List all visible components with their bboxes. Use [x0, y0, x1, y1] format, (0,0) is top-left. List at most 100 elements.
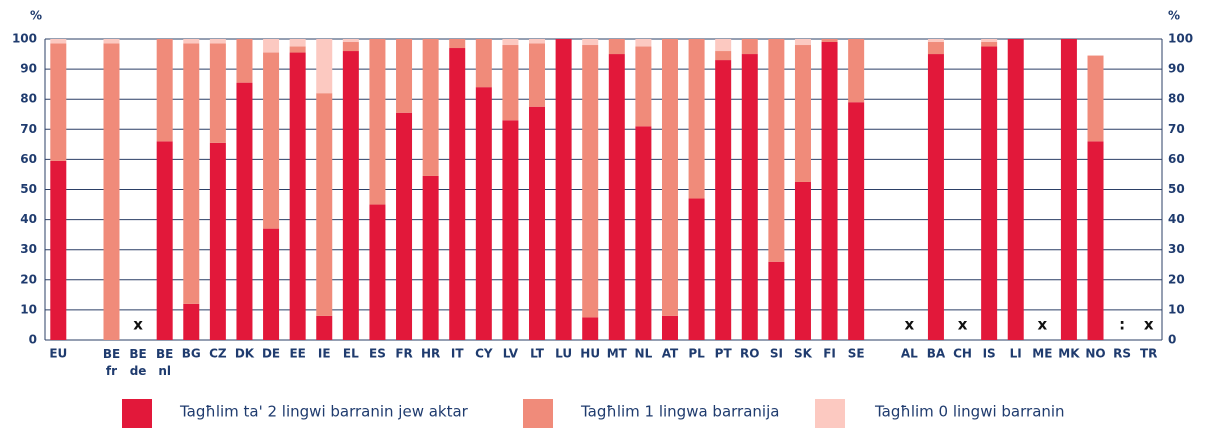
x-tick-label: CZ [209, 347, 227, 361]
x-tick-label: BE fr [103, 347, 120, 378]
bar-segment [927, 39, 944, 43]
bar-segment [369, 39, 386, 205]
y2-axis-label: % [1168, 9, 1180, 23]
y-tick-label: 60 [20, 152, 37, 166]
y2-tick-label: 40 [1168, 212, 1185, 226]
bar-segment [263, 228, 280, 340]
bar-segment [715, 39, 732, 52]
bar-segment [236, 82, 253, 341]
bar-segment [848, 102, 865, 341]
x-tick-label: PL [688, 347, 705, 361]
x-tick-label: MK [1058, 347, 1080, 361]
bar-segment [794, 181, 811, 340]
x-tick-label: RS [1113, 347, 1131, 361]
x-tick-label: MT [607, 347, 628, 361]
x-tick-label: SK [794, 347, 813, 361]
x-tick-label: TR [1140, 347, 1157, 361]
bar-segment [608, 39, 625, 55]
bar-segment [289, 52, 306, 341]
bar-segment [821, 39, 838, 43]
x-tick-label: BE de [129, 347, 146, 378]
bar-segment [316, 93, 333, 316]
x-tick-label: AT [662, 347, 679, 361]
bar-segment [342, 39, 359, 43]
bar-segment [316, 315, 333, 340]
y-tick-label: 40 [20, 212, 37, 226]
bar-segment [1060, 39, 1077, 340]
bar-segment [422, 175, 439, 340]
x-tick-label: ES [369, 347, 386, 361]
bar-segment [981, 46, 998, 341]
x-tick-label: EE [289, 347, 305, 361]
bar-segment [342, 51, 359, 340]
y2-tick-label: 60 [1168, 152, 1185, 166]
bar-segment [1007, 39, 1024, 340]
bar-segment [289, 46, 306, 53]
bar-segment [608, 54, 625, 341]
bar-segment [635, 126, 652, 340]
bar-segment [50, 39, 67, 44]
bar-segment [741, 54, 758, 341]
y2-tick-label: 10 [1168, 302, 1185, 316]
y-tick-label: 50 [20, 182, 37, 196]
x-tick-label: IE [318, 347, 331, 361]
y2-tick-label: 70 [1168, 122, 1185, 136]
bar-segment [475, 39, 492, 88]
missing-marker: x [905, 315, 915, 333]
bar-segment [156, 39, 173, 142]
legend-swatch [815, 399, 845, 428]
bar-segment [289, 39, 306, 47]
y2-tick-label: 80 [1168, 92, 1185, 106]
y-tick-label: 30 [20, 242, 37, 256]
bar-segment [502, 120, 519, 341]
missing-marker: x [1144, 315, 1154, 333]
bar-segment [475, 87, 492, 340]
x-tick-label: LI [1010, 347, 1022, 361]
x-tick-label: IS [983, 347, 996, 361]
x-tick-label: NO [1085, 347, 1105, 361]
bar-segment [236, 39, 253, 83]
bar-segment [927, 42, 944, 55]
y-tick-label: 70 [20, 122, 37, 136]
x-tick-label: DK [235, 347, 255, 361]
legend-label: Tagħlim 1 lingwa barranija [580, 403, 779, 421]
bar-segment [661, 39, 678, 316]
y-tick-label: 100 [12, 32, 37, 46]
bar-segment [396, 112, 413, 341]
x-tick-label: HR [421, 347, 440, 361]
bar-segment [50, 160, 67, 340]
x-tick-label: RO [740, 347, 759, 361]
y-tick-label: 90 [20, 62, 37, 76]
bar-segment [688, 198, 705, 340]
legend-label: Tagħlim 0 lingwi barranin [874, 403, 1065, 421]
x-tick-label: FI [823, 347, 836, 361]
x-tick-label: DE [262, 347, 280, 361]
bar-segment [821, 42, 838, 340]
x-tick-label: NL [635, 347, 653, 361]
bar-segment [183, 43, 200, 304]
bar-segment [103, 39, 120, 44]
bar-segment [1087, 55, 1104, 142]
bar-segment [529, 39, 546, 44]
bar-segment [715, 60, 732, 340]
bar-segment [635, 46, 652, 127]
bar-segment [50, 43, 67, 161]
bar-segment [156, 141, 173, 340]
bar-segment [582, 39, 599, 46]
bar-segment [263, 39, 280, 53]
bar-segment [449, 39, 466, 49]
x-tick-label: BA [927, 347, 946, 361]
bar-segment [582, 45, 599, 318]
bar-segment [263, 52, 280, 229]
x-tick-label: LU [555, 347, 572, 361]
missing-marker: x [133, 315, 143, 333]
bar-segment [715, 51, 732, 61]
y2-tick-label: 30 [1168, 242, 1185, 256]
x-tick-label: EU [49, 347, 67, 361]
y-tick-label: 10 [20, 302, 37, 316]
missing-marker: x [1037, 315, 1047, 333]
y-tick-label: 80 [20, 92, 37, 106]
bar-segment [183, 303, 200, 340]
bar-segment [768, 261, 785, 340]
